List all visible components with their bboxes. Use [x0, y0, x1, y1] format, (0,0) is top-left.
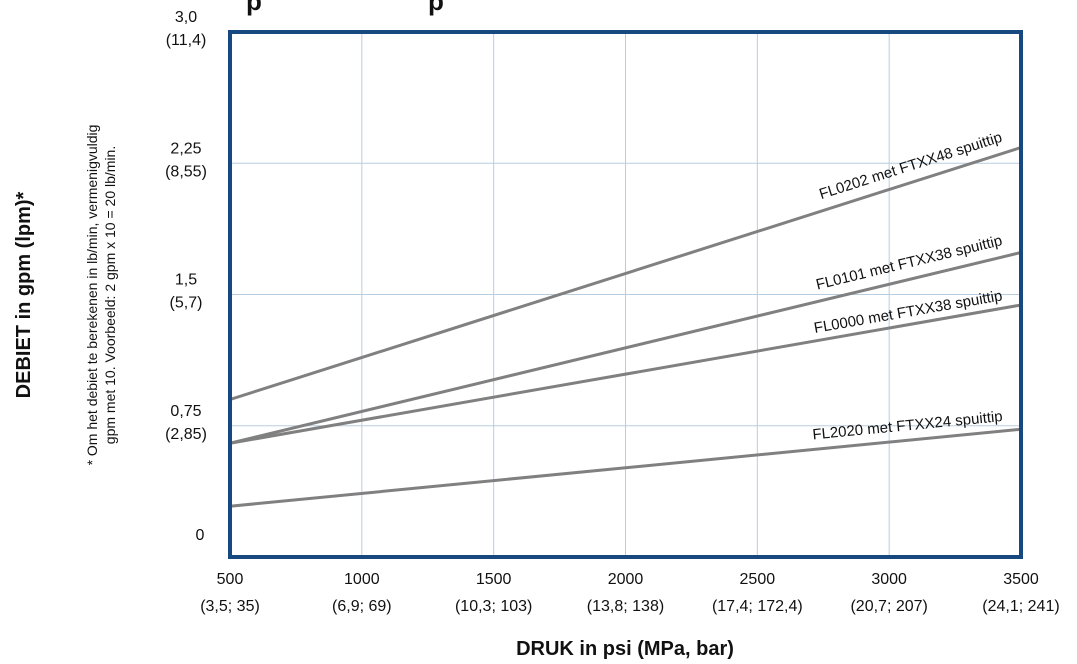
- footnote-line-2: gpm met 10. Voorbeeld: 2 gpm x 10 = 20 l…: [102, 146, 118, 444]
- x-tick-label-5: 3000: [871, 571, 907, 588]
- x-tick-sublabel-4: (17,4; 172,4): [712, 598, 803, 615]
- series-label-3: FL2020 met FTXX24 spuittip: [812, 408, 1004, 443]
- x-tick-sublabel-2: (10,3; 103): [455, 598, 532, 615]
- y-tick-sublabel-4: (11,4): [166, 32, 207, 49]
- y-tick-label-2: 1,5: [175, 272, 197, 289]
- x-tick-label-6: 3500: [1003, 571, 1039, 588]
- plot-frame: [228, 30, 1023, 559]
- x-tick-sublabel-1: (6,9; 69): [332, 598, 392, 615]
- y-tick-sublabel-2: (5,7): [170, 295, 203, 312]
- x-tick-sublabel-5: (20,7; 207): [850, 598, 927, 615]
- title-fragment-right: p: [428, 0, 444, 16]
- series-lines: [229, 146, 1022, 508]
- y-tick-sublabel-1: (2,85): [165, 426, 207, 443]
- title-fragment-left: p: [246, 0, 262, 16]
- series-line-0: [229, 146, 1022, 401]
- x-tick-sublabel-0: (3,5; 35): [200, 598, 260, 615]
- y-tick-label-4: 3,0: [175, 9, 197, 26]
- x-tick-label-0: 500: [217, 571, 244, 588]
- x-axis-ticks: 500 (3,5; 35) 1000 (6,9; 69) 1500 (10,3; 103)…: [200, 571, 1059, 615]
- x-tick-sublabel-3: (13,8; 138): [587, 598, 664, 615]
- grid-lines: [229, 31, 1022, 558]
- series-line-3: [229, 427, 1022, 508]
- series-line-1: [229, 251, 1022, 445]
- y-tick-label-1: 0,75: [170, 403, 201, 420]
- x-tick-label-2: 1500: [476, 571, 512, 588]
- series-line-2: [229, 303, 1022, 445]
- x-tick-label-3: 2000: [608, 571, 644, 588]
- y-tick-label-0: 0: [196, 527, 205, 544]
- footnote-line-1: * Om het debiet te berekenen in lb/min, …: [84, 125, 100, 466]
- x-tick-label-1: 1000: [344, 571, 380, 588]
- series-label-0: FL0202 met FTXX48 spuittip: [817, 129, 1004, 203]
- x-tick-label-4: 2500: [740, 571, 776, 588]
- y-axis-title: DEBIET in gpm (lpm)*: [13, 191, 35, 398]
- x-axis-title: DRUK in psi (MPa, bar): [516, 638, 734, 660]
- x-tick-sublabel-6: (24,1; 241): [982, 598, 1059, 615]
- y-tick-sublabel-3: (8,55): [165, 163, 207, 180]
- y-axis-ticks: 0 0,75 (2,85) 1,5 (5,7) 2,25 (8,55) 3,0 (11,4): [165, 9, 207, 544]
- y-tick-label-3: 2,25: [170, 140, 201, 157]
